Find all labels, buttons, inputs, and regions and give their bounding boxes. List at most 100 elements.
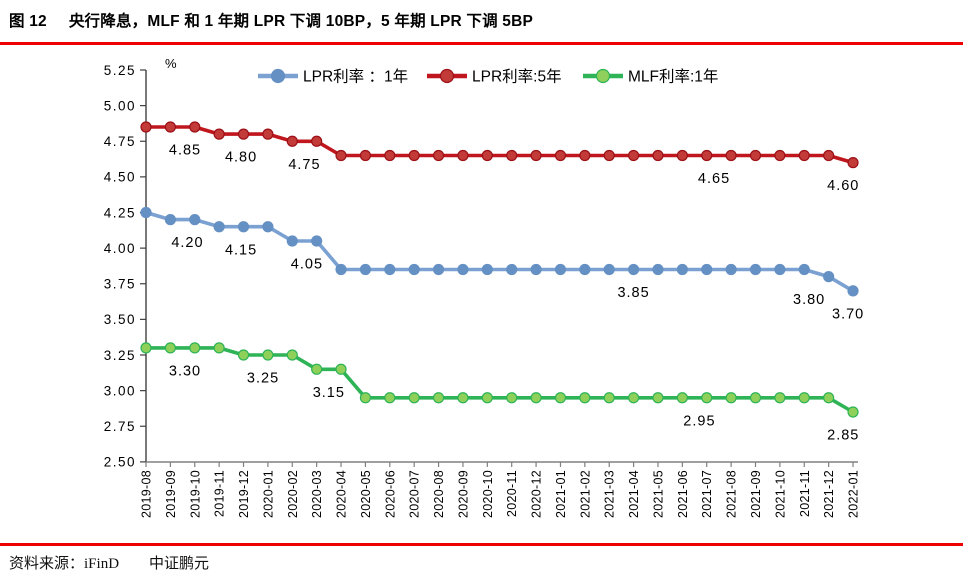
series-marker xyxy=(627,149,640,162)
series-marker xyxy=(823,392,835,404)
data-label: 3.25 xyxy=(247,371,279,387)
legend-item-marker xyxy=(595,68,611,84)
x-tick-label: 2020-02 xyxy=(286,470,300,518)
series-marker xyxy=(676,149,688,162)
series-marker xyxy=(286,349,298,361)
x-tick-label: 2019-09 xyxy=(164,470,178,518)
series-marker xyxy=(359,392,372,404)
series-marker xyxy=(676,392,688,404)
series-marker xyxy=(311,363,323,375)
series-marker xyxy=(359,263,372,276)
series-marker xyxy=(481,263,493,276)
x-tick-label: 2020-06 xyxy=(383,470,397,518)
series-marker xyxy=(408,263,420,276)
series-marker xyxy=(262,349,274,361)
series-marker xyxy=(749,149,762,162)
data-label: 3.70 xyxy=(832,306,864,322)
series-marker xyxy=(798,392,810,404)
x-tick-label: 2020-10 xyxy=(481,470,495,518)
x-tick-label: 2020-09 xyxy=(456,470,470,518)
x-tick-label: 2021-08 xyxy=(725,470,739,518)
series-marker xyxy=(627,392,640,404)
figure-header: 图 12 央行降息，MLF 和 1 年期 LPR 下调 10BP，5 年期 LP… xyxy=(9,9,533,31)
y-tick-label: 3.00 xyxy=(104,383,136,398)
legend-item-marker xyxy=(270,68,286,84)
series-marker xyxy=(823,271,835,283)
series-marker xyxy=(774,149,786,162)
series-marker xyxy=(140,121,152,133)
x-tick-label: 2020-01 xyxy=(261,470,275,518)
series-marker xyxy=(554,149,567,162)
x-tick-label: 2020-12 xyxy=(530,470,544,518)
source-label: 资料来源： xyxy=(9,556,85,572)
series-marker xyxy=(774,263,786,276)
series-marker xyxy=(213,128,225,140)
y-tick-label: 4.25 xyxy=(104,205,136,220)
y-tick-label: 3.25 xyxy=(104,348,136,363)
data-label: 4.65 xyxy=(698,171,730,187)
series-marker xyxy=(457,392,469,404)
x-tick-label: 2019-08 xyxy=(140,470,154,518)
series-marker xyxy=(652,392,664,404)
data-label: 3.30 xyxy=(169,363,201,379)
series-marker xyxy=(627,263,640,276)
series-marker xyxy=(457,263,469,276)
x-tick-label: 2019-12 xyxy=(237,470,251,518)
series-marker xyxy=(506,149,518,162)
series-marker xyxy=(384,263,396,276)
series-marker xyxy=(506,263,518,276)
y-tick-label: 2.75 xyxy=(104,419,136,434)
x-tick-label: 2021-03 xyxy=(603,470,617,518)
series-marker xyxy=(189,342,201,354)
x-tick-label: 2021-04 xyxy=(627,470,641,518)
y-tick-label: 3.50 xyxy=(104,312,136,327)
figure-number: 图 12 xyxy=(9,13,47,30)
series-marker xyxy=(262,128,274,140)
series-marker xyxy=(432,149,445,162)
series-marker xyxy=(749,392,762,404)
x-tick-label: 2021-09 xyxy=(749,470,763,518)
series-marker xyxy=(164,121,176,133)
data-label: 4.85 xyxy=(169,143,201,159)
x-tick-label: 2022-01 xyxy=(847,470,861,518)
series-marker xyxy=(481,149,493,162)
source-line: 资料来源：iFinD 中证鹏元 xyxy=(9,552,209,573)
data-label: 4.20 xyxy=(171,235,203,251)
series-marker xyxy=(237,221,250,233)
series-marker xyxy=(237,128,250,140)
unit-label: % xyxy=(165,56,177,71)
x-tick-label: 2019-10 xyxy=(188,470,202,518)
series-marker xyxy=(579,149,591,162)
series-marker xyxy=(140,342,152,354)
x-tick-label: 2021-02 xyxy=(578,470,592,518)
legend-item-label: LPR利率:5年 xyxy=(472,68,562,86)
x-tick-label: 2020-04 xyxy=(335,470,349,518)
x-tick-label: 2021-12 xyxy=(822,470,836,518)
series-marker xyxy=(359,149,372,162)
series-marker xyxy=(286,235,298,247)
series-marker xyxy=(408,392,420,404)
series-marker xyxy=(311,235,323,247)
source-ifind: iFinD xyxy=(84,556,120,572)
series-marker xyxy=(335,149,347,162)
x-tick-label: 2020-08 xyxy=(432,470,446,518)
x-tick-label: 2020-03 xyxy=(310,470,324,518)
series-marker xyxy=(847,285,859,297)
series-marker xyxy=(530,392,542,404)
series-marker xyxy=(213,221,225,233)
data-label: 4.80 xyxy=(225,150,257,166)
footer-rule xyxy=(0,543,963,546)
series-marker xyxy=(286,135,298,147)
series-marker xyxy=(725,149,737,162)
data-label: 2.85 xyxy=(827,428,859,444)
series-marker xyxy=(164,342,176,354)
series-marker xyxy=(481,392,493,404)
series-marker xyxy=(189,214,201,226)
x-tick-label: 2019-11 xyxy=(213,470,227,517)
series-marker xyxy=(603,263,615,276)
series-marker xyxy=(725,263,737,276)
series-marker xyxy=(384,392,396,404)
series-marker xyxy=(213,342,225,354)
series-marker xyxy=(311,135,323,147)
